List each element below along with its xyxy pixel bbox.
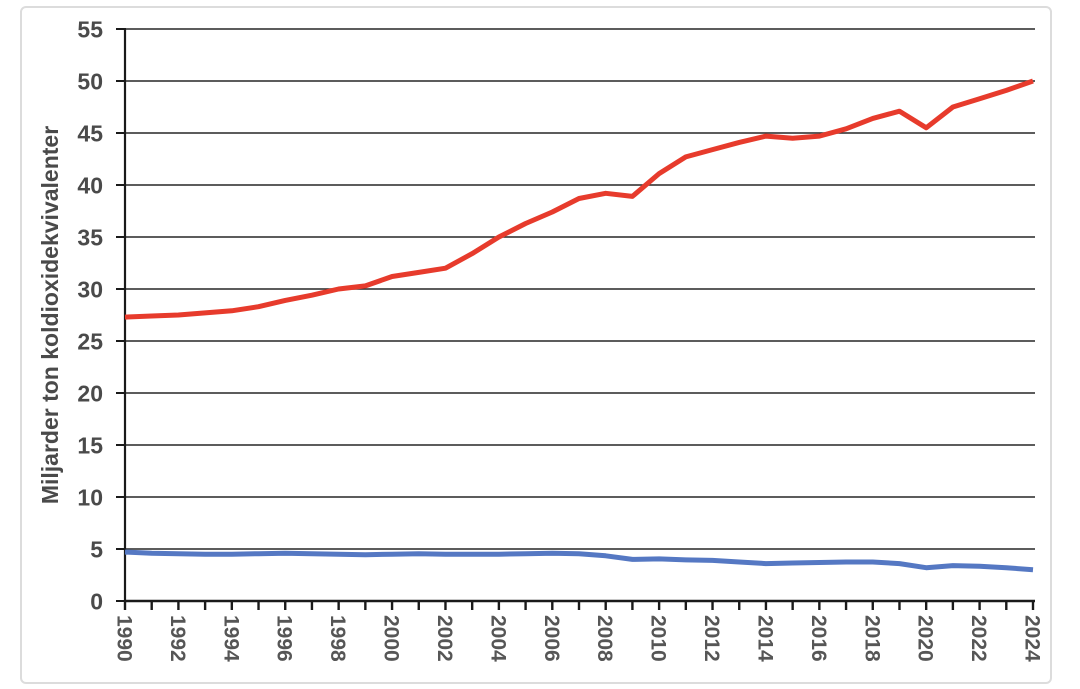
red-series-line [124, 78, 1034, 320]
blue-series-line [124, 549, 1034, 573]
x-axis-ticks: 1990 1992 1994 1996 1998 2000 2002 2004 2006 2008… [113, 601, 1044, 662]
y-axis-title: Miljarder ton koldioxidekvivalenter [37, 126, 63, 504]
x-tick-label: 2018 [860, 615, 883, 662]
y-tick-label: 10 [77, 485, 103, 511]
y-tick-label: 0 [90, 589, 103, 615]
y-tick-label: 50 [77, 69, 103, 95]
x-tick-label: 2022 [967, 615, 990, 662]
y-tick-label: 20 [77, 381, 103, 407]
x-tick-label: 2002 [433, 615, 456, 662]
y-axis-ticks: 0 5 10 15 20 25 30 35 40 45 50 55 [77, 17, 126, 615]
x-tick-label: 2010 [647, 615, 670, 662]
y-tick-label: 5 [90, 537, 103, 563]
y-tick-label: 45 [77, 121, 103, 147]
y-tick-label: 40 [77, 173, 103, 199]
y-tick-label: 35 [77, 225, 103, 251]
x-tick-label: 2020 [914, 615, 937, 662]
y-tick-label: 25 [77, 329, 103, 355]
x-tick-label: 1998 [326, 615, 349, 662]
x-tick-label: 2008 [593, 615, 616, 662]
x-tick-label: 2004 [486, 615, 509, 662]
y-tick-label: 55 [77, 17, 103, 43]
x-tick-label: 2016 [807, 615, 830, 662]
x-tick-label: 1996 [273, 615, 296, 662]
x-tick-label: 2000 [380, 615, 403, 662]
x-tick-label: 2012 [700, 615, 723, 662]
y-tick-label: 30 [77, 277, 103, 303]
x-tick-label: 1994 [219, 615, 242, 662]
x-tick-label: 2024 [1021, 615, 1044, 662]
axes [123, 29, 1035, 603]
x-tick-label: 2006 [540, 615, 563, 662]
y-tick-label: 15 [77, 433, 103, 459]
x-tick-label: 1990 [113, 615, 136, 662]
x-tick-label: 1992 [166, 615, 189, 662]
gridlines [125, 28, 1035, 550]
x-tick-label: 2014 [753, 615, 776, 662]
